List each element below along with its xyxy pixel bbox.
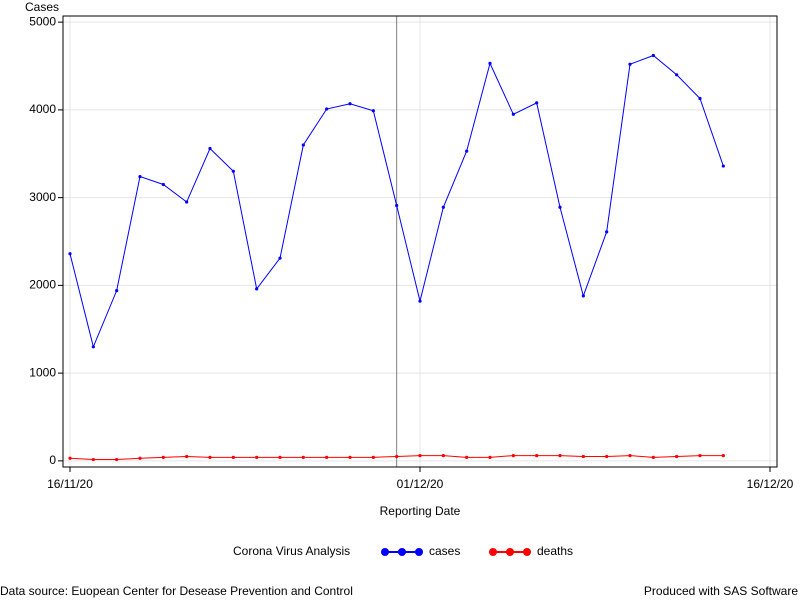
point <box>325 455 329 459</box>
y-tick-label: 3000 <box>29 190 56 204</box>
point <box>138 174 142 179</box>
x-tick-label: 16/12/20 <box>747 477 794 491</box>
point <box>511 453 515 458</box>
point <box>605 230 609 234</box>
point <box>605 454 609 459</box>
point <box>418 299 422 303</box>
point <box>628 62 632 66</box>
point <box>301 143 305 147</box>
point <box>651 455 655 459</box>
point <box>115 457 119 462</box>
y-tick-label: 0 <box>49 453 56 467</box>
y-tick-label: 5000 <box>29 14 56 28</box>
point <box>348 455 352 459</box>
point <box>68 252 72 256</box>
point <box>301 455 305 459</box>
point <box>231 169 235 173</box>
point <box>535 101 539 105</box>
point <box>441 205 445 209</box>
point <box>371 455 375 459</box>
point <box>91 345 95 349</box>
y-tick-label: 4000 <box>29 102 56 116</box>
point <box>348 102 352 106</box>
plot-frame <box>62 15 778 468</box>
legend-marker <box>506 548 514 556</box>
point <box>628 453 632 458</box>
x-axis-label: Reporting Date <box>379 504 461 518</box>
y-tick-label: 1000 <box>29 365 56 379</box>
legend-marker <box>398 548 406 556</box>
point <box>185 454 189 459</box>
point <box>511 112 515 116</box>
legend-title: Corona Virus Analysis <box>233 544 350 558</box>
legend-marker <box>523 548 531 556</box>
legend-marker <box>489 548 497 556</box>
point <box>418 453 422 458</box>
point <box>68 456 72 460</box>
point <box>721 453 725 458</box>
legend-marker <box>415 548 423 556</box>
point <box>255 455 259 459</box>
point <box>675 73 679 77</box>
point <box>675 454 679 459</box>
point <box>208 455 212 459</box>
x-tick-label: 01/12/20 <box>397 477 444 491</box>
footnote-left: Data source: Euopean Center for Desease … <box>0 584 353 598</box>
x-tick-label: 16/11/20 <box>47 477 93 491</box>
point <box>231 455 235 459</box>
point <box>161 455 165 459</box>
point <box>371 109 375 113</box>
legend-label: deaths <box>537 544 573 558</box>
point <box>208 146 212 151</box>
point <box>115 289 119 293</box>
point <box>698 453 702 458</box>
point <box>255 287 259 291</box>
point <box>581 454 585 459</box>
point <box>138 456 142 460</box>
point <box>441 453 445 458</box>
point <box>651 53 655 58</box>
point <box>721 164 725 168</box>
point <box>278 256 282 260</box>
legend-label: cases <box>429 544 460 558</box>
point <box>558 205 562 209</box>
point <box>325 107 329 111</box>
point <box>395 454 399 459</box>
footnote-right: Produced with SAS Software <box>644 584 798 598</box>
point <box>488 455 492 459</box>
y-axis-label: Cases <box>25 0 59 14</box>
point <box>581 294 585 298</box>
point <box>465 149 469 153</box>
point <box>91 457 95 462</box>
point <box>395 203 399 208</box>
point <box>535 453 539 458</box>
point <box>185 200 189 204</box>
point <box>558 453 562 458</box>
point <box>278 455 282 459</box>
point <box>465 455 469 459</box>
y-tick-label: 2000 <box>29 278 56 292</box>
point <box>488 61 492 65</box>
point <box>698 96 702 101</box>
point <box>161 182 165 187</box>
legend-marker <box>381 548 389 556</box>
